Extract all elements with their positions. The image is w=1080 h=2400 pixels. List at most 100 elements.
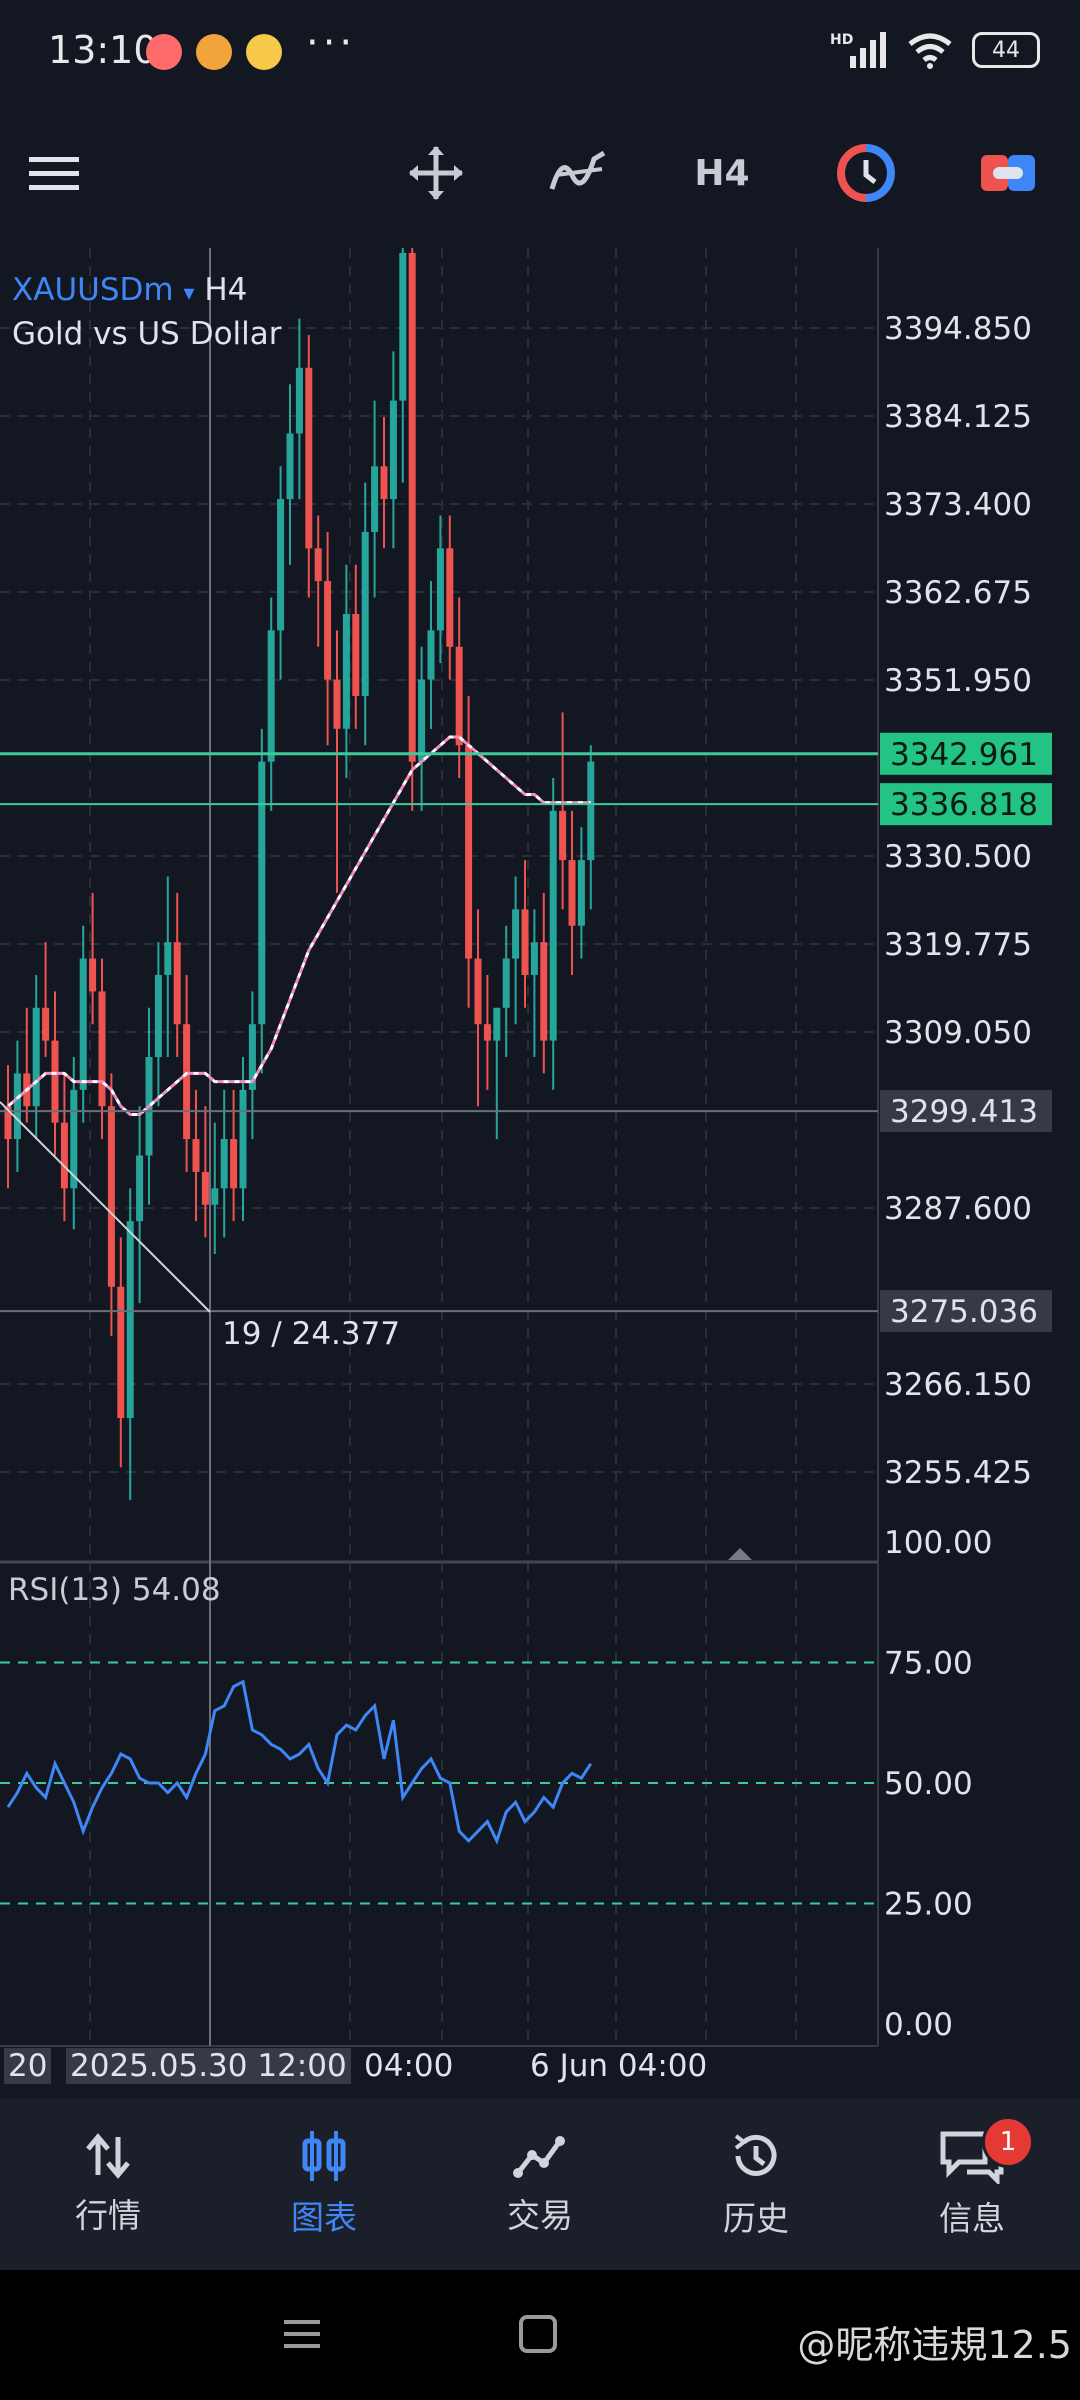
candle-body <box>267 630 275 762</box>
price-axis-label: 3330.500 <box>884 839 1032 875</box>
candle-body <box>79 958 87 1090</box>
symbol-name[interactable]: XAUUSDm <box>12 272 174 308</box>
crosshair-price-tag-bg <box>880 1090 1052 1133</box>
candle-body <box>107 1106 115 1287</box>
candle-body <box>380 466 388 500</box>
nav-history-label: 历史 <box>723 2199 789 2238</box>
unread-badge: 1 <box>982 2116 1034 2168</box>
chart-canvas[interactable]: 3394.850 3384.125 3373.400 3362.675 3351.950… <box>0 203 1080 2098</box>
candle-body <box>446 548 454 647</box>
indicators-icon <box>549 150 606 190</box>
candle-body <box>540 942 548 1041</box>
candle-body <box>258 761 266 1025</box>
price-axis-label: 3287.600 <box>884 1191 1032 1227</box>
candle-body <box>201 1171 209 1205</box>
menu-button[interactable] <box>22 138 86 208</box>
symbol-selector[interactable]: XAUUSDm ▾ H4 <box>12 272 247 308</box>
nav-chart-label: 图表 <box>291 2198 357 2237</box>
history-clock-icon <box>734 2134 777 2176</box>
time-tick: 20 <box>4 2048 52 2084</box>
rsi-axis-label: 75.00 <box>884 1646 973 1682</box>
candle-body <box>361 531 369 696</box>
candle-body <box>559 810 567 861</box>
more-notifications: ··· <box>306 20 357 66</box>
rsi-axis-label: 0.00 <box>884 2007 953 2043</box>
candle-body <box>4 1106 12 1140</box>
hd-label: HD <box>830 32 853 48</box>
one-click-trade-button[interactable] <box>836 138 896 208</box>
rsi-value: 54.08 <box>131 1572 221 1608</box>
weibo-app-icon <box>246 34 282 70</box>
time-tick: 04:00 <box>364 2048 454 2084</box>
price-axis-label: 3394.850 <box>884 311 1032 347</box>
nav-quotes-label: 行情 <box>75 2196 141 2235</box>
rsi-name: RSI(13) <box>8 1572 122 1608</box>
clock: 13:10 <box>48 28 158 72</box>
candle-body <box>126 1221 134 1419</box>
system-indicators: HD 44 <box>830 30 1040 70</box>
nav-trade-label: 交易 <box>507 2196 573 2235</box>
candle-body <box>32 1007 40 1107</box>
candle-body <box>512 909 520 959</box>
measure-price-tag: 3275.036 <box>890 1294 1038 1330</box>
candle-body <box>98 991 106 1107</box>
measure-price-tag-bg <box>880 1290 1052 1333</box>
candle-body <box>211 1188 219 1205</box>
nav-chart[interactable]: 图表 <box>216 2098 432 2270</box>
hamburger-icon <box>29 157 79 190</box>
measure-diagonal-line <box>0 1101 211 1313</box>
rsi-axis-label: 50.00 <box>884 1766 973 1802</box>
candles-chart-icon <box>302 2131 346 2181</box>
crosshair-time-label: 2025.05.30 12:00 <box>66 2048 351 2084</box>
move-crosshair-icon <box>409 146 463 200</box>
candle-body <box>530 942 538 975</box>
candle-body <box>117 1286 125 1419</box>
moving-average-line <box>7 735 591 1116</box>
candle-body <box>183 1024 191 1140</box>
candle-body <box>502 958 510 1008</box>
candle-body <box>314 548 322 582</box>
rsi-label: RSI(13) 54.08 <box>8 1572 221 1608</box>
home-icon[interactable] <box>518 2314 558 2354</box>
chart-toolbar: H4 <box>0 108 1080 238</box>
rsi-line <box>6 1679 593 1845</box>
price-chart[interactable]: 3394.850 3384.125 3373.400 3362.675 3351.950… <box>0 203 1080 2098</box>
scroll-to-end-icon[interactable] <box>728 1548 752 1560</box>
one-click-trade-icon <box>837 144 895 202</box>
candle-body <box>493 1007 501 1041</box>
candle-body <box>305 367 313 549</box>
candle-body <box>230 1139 238 1189</box>
recents-icon[interactable] <box>282 2314 322 2354</box>
candle-body <box>164 942 172 975</box>
candle-body <box>399 252 407 401</box>
nav-quotes[interactable]: 行情 <box>0 2098 216 2270</box>
candle-body <box>465 745 473 959</box>
candle-body <box>324 581 332 680</box>
price-axis-label: 3255.425 <box>884 1455 1032 1491</box>
candle-body <box>436 548 444 631</box>
bottom-navigation: 行情 图表 交易 历史 信息 1 <box>0 2098 1080 2270</box>
candle-body <box>42 1007 50 1041</box>
battery-icon: 44 <box>972 32 1040 68</box>
nav-messages[interactable]: 信息 1 <box>864 2098 1080 2270</box>
symbol-dropdown-icon[interactable]: ▾ <box>183 281 195 306</box>
candle-body <box>342 613 350 729</box>
time-tick: 6 Jun 04:00 <box>530 2048 708 2084</box>
candle-body <box>587 761 595 861</box>
account-toggle-button[interactable] <box>978 138 1038 208</box>
candle-body <box>333 679 341 729</box>
candle-body <box>89 958 97 992</box>
timeframe-button[interactable]: H4 <box>694 152 750 194</box>
candle-body <box>568 860 576 926</box>
price-axis-label: 3309.050 <box>884 1015 1032 1051</box>
nav-trade[interactable]: 交易 <box>432 2098 648 2270</box>
nav-history[interactable]: 历史 <box>648 2098 864 2270</box>
candle-body <box>295 367 303 434</box>
indicators-button[interactable] <box>544 138 614 208</box>
music-app-icon <box>146 34 182 70</box>
candle-body <box>371 466 379 532</box>
candle-body <box>192 1139 200 1172</box>
bid-price-tag-bg <box>880 732 1052 775</box>
time-axis: 20 2025.05.30 12:00 04:00 6 Jun 04:00 <box>0 2048 880 2096</box>
crosshair-button[interactable] <box>404 138 468 208</box>
